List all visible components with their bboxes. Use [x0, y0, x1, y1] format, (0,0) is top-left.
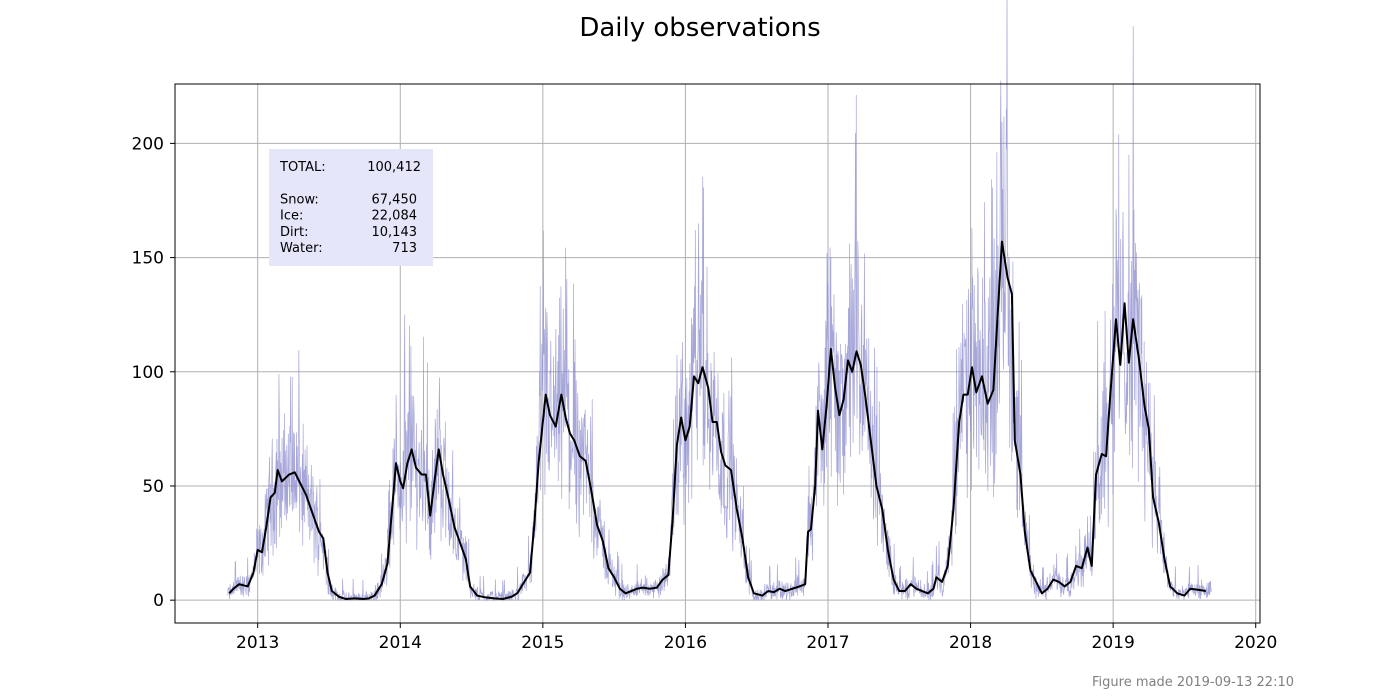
totals-legend: TOTAL: 100,412 Snow: 67,450 Ice: 22,084 Dirt: 1… — [269, 149, 433, 266]
x-tick-label: 2014 — [379, 633, 422, 653]
y-tick-label: 100 — [132, 363, 164, 383]
legend-value: 100,412 — [367, 160, 421, 175]
legend-value: 67,450 — [372, 192, 418, 207]
legend-value: 10,143 — [372, 225, 418, 240]
legend-label: TOTAL: — [279, 160, 326, 175]
x-tick-label: 2019 — [1092, 633, 1135, 653]
figure-timestamp: Figure made 2019-09-13 22:10 — [1092, 675, 1294, 690]
legend-value: 713 — [392, 241, 417, 256]
legend-label: Ice: — [280, 209, 303, 224]
y-tick-label: 200 — [132, 134, 164, 154]
plot-frame — [174, 83, 1261, 624]
legend-label: Water: — [280, 241, 323, 256]
smoothed-series — [228, 240, 1206, 601]
legend-value: 22,084 — [372, 209, 418, 224]
x-tick-label: 2018 — [949, 633, 992, 653]
daily-series — [227, 0, 1212, 602]
x-axis-ticks: 2013 2014 2015 2016 2017 2018 2019 2020 — [236, 623, 1277, 653]
x-tick-label: 2015 — [521, 633, 564, 653]
chart-title: Daily observations — [579, 13, 820, 43]
y-tick-label: 150 — [132, 249, 164, 269]
y-axis-ticks: 0 50 100 150 200 — [132, 134, 175, 611]
y-tick-label: 50 — [142, 477, 164, 497]
x-tick-label: 2020 — [1234, 633, 1277, 653]
x-tick-label: 2016 — [664, 633, 707, 653]
legend-box — [269, 149, 433, 266]
y-tick-label: 0 — [153, 591, 164, 611]
x-tick-label: 2013 — [236, 633, 279, 653]
daily-line — [227, 0, 1212, 602]
legend-label: Snow: — [280, 192, 319, 207]
x-tick-label: 2017 — [806, 633, 849, 653]
legend-label: Dirt: — [280, 225, 308, 240]
smoothed-line — [228, 240, 1206, 601]
